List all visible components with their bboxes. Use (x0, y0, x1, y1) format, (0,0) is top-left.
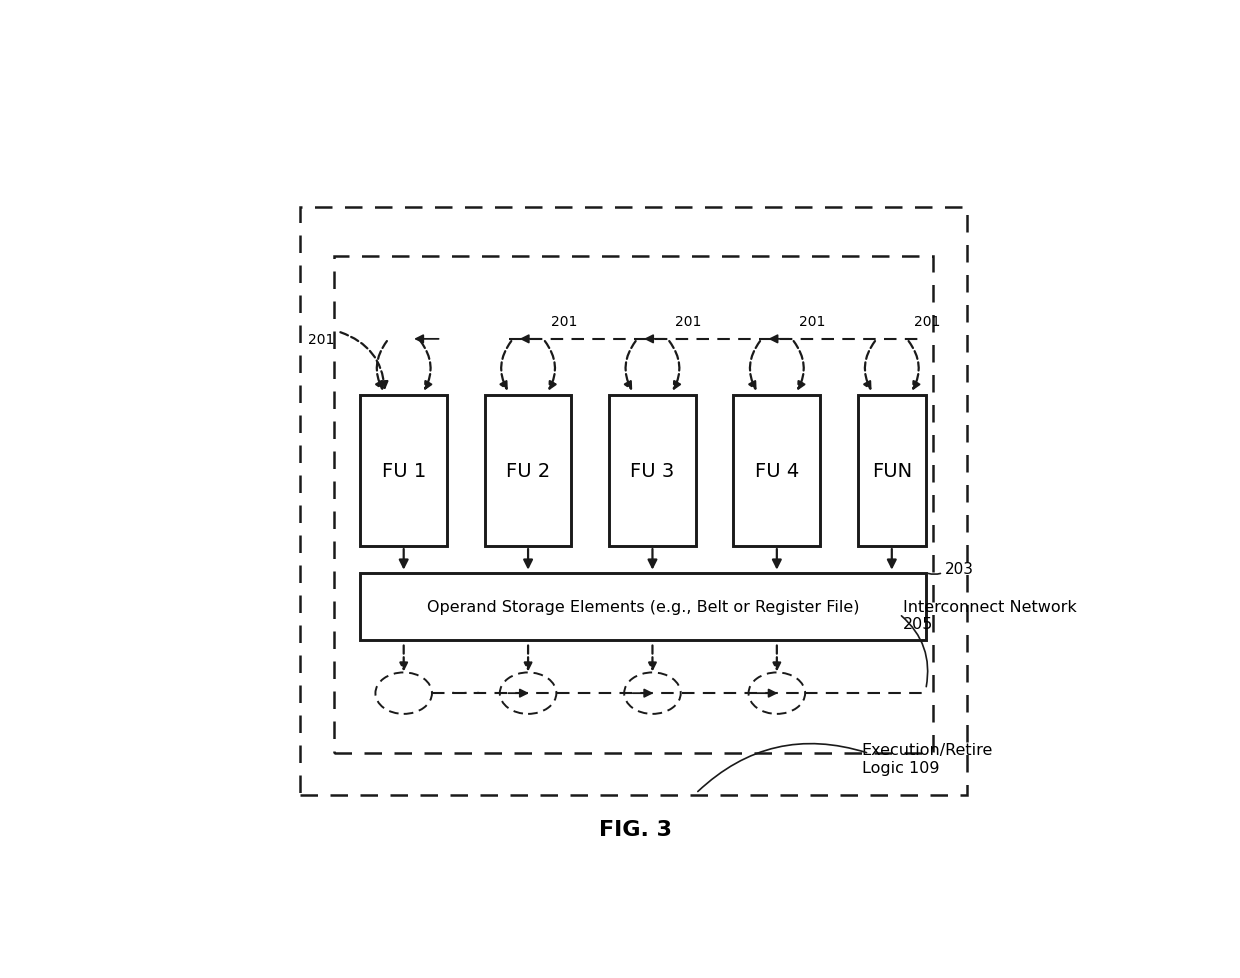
Text: FIG. 3: FIG. 3 (599, 819, 672, 839)
Bar (734, 396, 820, 547)
Bar (361, 396, 448, 547)
Text: FU 3: FU 3 (630, 462, 675, 481)
Text: Execution/Retire
Logic 109: Execution/Retire Logic 109 (862, 742, 993, 775)
Text: 201: 201 (308, 333, 334, 347)
Bar (485, 396, 572, 547)
Text: Interconnect Network
205: Interconnect Network 205 (903, 600, 1076, 632)
Text: FUN: FUN (872, 462, 911, 481)
Text: 201: 201 (675, 314, 702, 329)
Bar (858, 396, 926, 547)
Text: FU 1: FU 1 (382, 462, 425, 481)
Bar (334, 256, 934, 754)
Text: Operand Storage Elements (e.g., Belt or Register File): Operand Storage Elements (e.g., Belt or … (427, 600, 859, 614)
Text: · · ·: · · · (450, 684, 481, 703)
Text: 201: 201 (800, 314, 826, 329)
Bar (300, 207, 967, 795)
Text: 201: 201 (551, 314, 577, 329)
Text: 203: 203 (945, 561, 973, 577)
Text: FU 4: FU 4 (755, 462, 799, 481)
Bar (361, 573, 926, 641)
Bar (609, 396, 696, 547)
Text: FU 2: FU 2 (506, 462, 551, 481)
Text: 201: 201 (914, 314, 941, 329)
